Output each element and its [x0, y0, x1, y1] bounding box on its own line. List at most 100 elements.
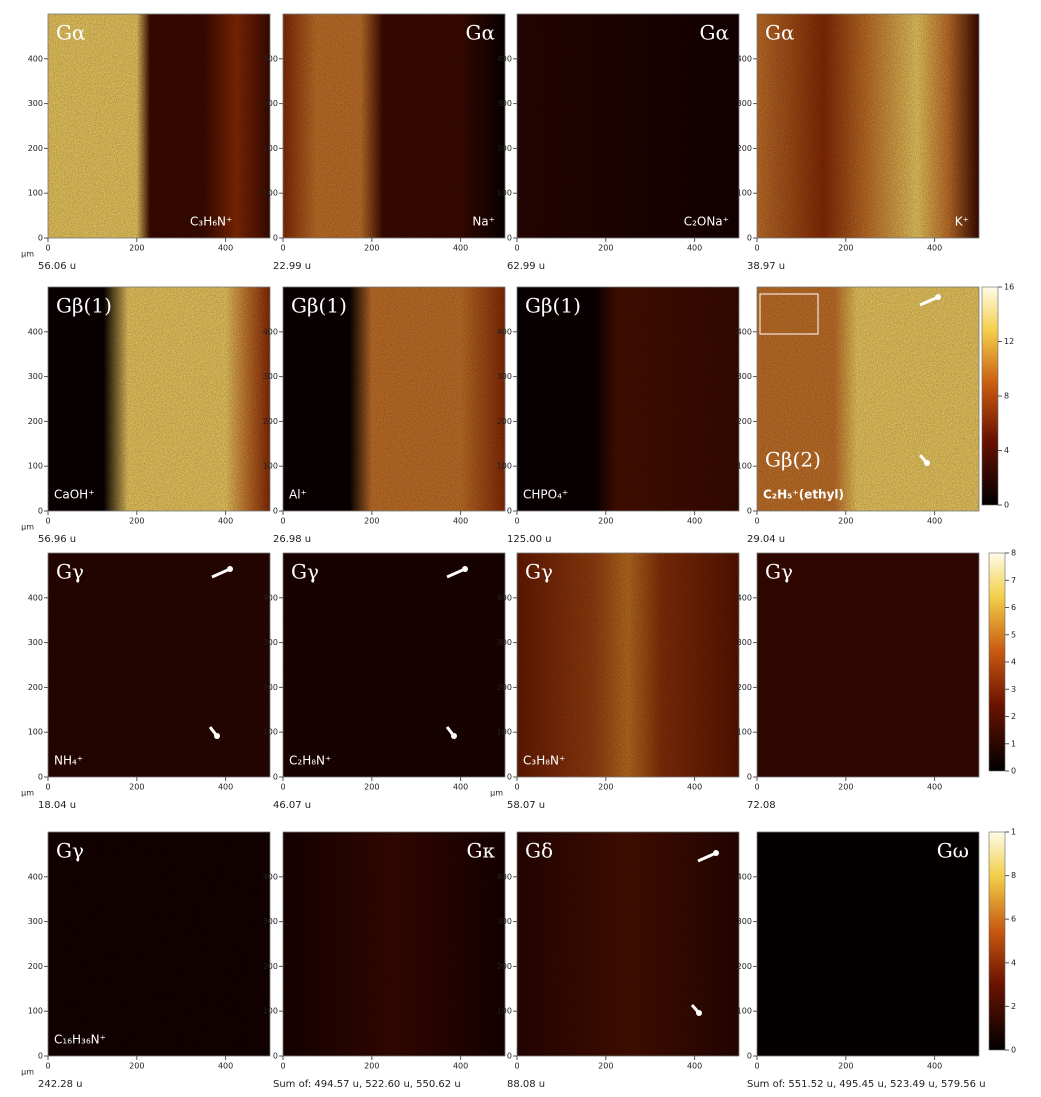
x-tick-label: 400 — [453, 517, 468, 526]
y-tick-label: 400 — [263, 872, 278, 881]
y-tick-label: 0 — [273, 234, 278, 243]
colorbar-tick-label: 8 — [1011, 871, 1016, 880]
x-tick-label: 200 — [838, 783, 853, 792]
y-tick-label: 200 — [497, 962, 512, 971]
y-tick-label: 200 — [497, 683, 512, 692]
x-tick-label: 200 — [838, 517, 853, 526]
x-tick-label: 400 — [927, 244, 942, 253]
colorbar — [988, 831, 1006, 1051]
x-tick-label: 200 — [129, 517, 144, 526]
x-tick-label: 0 — [45, 517, 50, 526]
image-noise — [517, 832, 739, 1056]
axis-unit: µm — [21, 789, 34, 798]
y-tick-label: 300 — [737, 99, 752, 108]
y-tick-label: 300 — [263, 638, 278, 647]
image-frame — [516, 831, 740, 1057]
y-tick-label: 300 — [497, 99, 512, 108]
y-tick-label: 200 — [737, 962, 752, 971]
y-tick-label: 400 — [737, 593, 752, 602]
y-tick-label: 400 — [28, 327, 43, 336]
x-tick-label: 0 — [280, 244, 285, 253]
y-tick-label: 0 — [38, 1052, 43, 1061]
y-tick-label: 100 — [28, 189, 43, 198]
ion-label: C₃H₆N⁺ — [190, 215, 232, 229]
image-noise — [283, 832, 505, 1056]
image-noise — [757, 553, 979, 777]
y-tick-label: 300 — [263, 99, 278, 108]
y-tick-label: 0 — [273, 773, 278, 782]
x-tick-label: 0 — [45, 1062, 50, 1071]
group-label: Gα — [700, 21, 729, 45]
y-tick-label: 300 — [28, 99, 43, 108]
x-tick-label: 0 — [514, 517, 519, 526]
y-tick-label: 400 — [28, 872, 43, 881]
y-tick-label: 100 — [263, 1007, 278, 1016]
image-noise — [757, 832, 979, 1056]
x-tick-label: 400 — [687, 517, 702, 526]
y-tick-label: 300 — [28, 638, 43, 647]
mass-label: 46.07 u — [273, 800, 311, 811]
ion-label: C₂ONa⁺ — [684, 215, 729, 229]
y-tick-label: 200 — [497, 417, 512, 426]
ion-label: C₂H₅⁺(ethyl) — [763, 488, 844, 502]
mass-label: Sum of: 494.57 u, 522.60 u, 550.62 u — [273, 1079, 461, 1090]
colorbar-tick-label: 0 — [1011, 767, 1016, 776]
image-frame — [516, 552, 740, 778]
x-tick-label: 400 — [687, 244, 702, 253]
group-label: Gβ(1) — [525, 294, 581, 318]
image-frame — [756, 13, 980, 239]
ion-label: K⁺ — [955, 215, 969, 229]
image-frame — [282, 13, 506, 239]
x-tick-label: 0 — [754, 783, 759, 792]
y-tick-label: 400 — [737, 872, 752, 881]
y-tick-label: 300 — [497, 638, 512, 647]
y-tick-label: 0 — [273, 1052, 278, 1061]
x-tick-label: 400 — [927, 1062, 942, 1071]
mass-label: 242.28 u — [38, 1079, 83, 1090]
arrow — [697, 851, 717, 863]
group-label: Gβ(1) — [56, 294, 112, 318]
y-tick-label: 400 — [28, 54, 43, 63]
ion-label: C₂H₈N⁺ — [289, 754, 331, 768]
group-label: Gδ — [525, 839, 553, 863]
y-tick-label: 400 — [737, 54, 752, 63]
image-frame — [282, 552, 506, 778]
group-label: Gα — [765, 21, 794, 45]
colorbar-tick-label: 7 — [1011, 576, 1016, 585]
image-noise — [517, 553, 739, 777]
y-tick-label: 400 — [263, 593, 278, 602]
x-tick-label: 400 — [218, 244, 233, 253]
x-tick-label: 400 — [453, 244, 468, 253]
y-tick-label: 400 — [497, 327, 512, 336]
x-tick-label: 400 — [927, 517, 942, 526]
image-noise — [48, 14, 270, 238]
x-tick-label: 200 — [129, 244, 144, 253]
mass-label: 72.08 — [747, 800, 776, 811]
mass-label: 26.98 u — [273, 534, 311, 545]
arrow-head — [227, 566, 233, 572]
x-tick-label: 0 — [514, 783, 519, 792]
group-label: Gγ — [56, 560, 84, 584]
image-frame — [282, 831, 506, 1057]
axis-unit: µm — [21, 523, 34, 532]
image-frame — [756, 552, 980, 778]
image-frame — [516, 13, 740, 239]
mass-label: 29.04 u — [747, 534, 785, 545]
colorbar-tick-label: 1 — [1011, 739, 1016, 748]
image-noise — [517, 14, 739, 238]
y-tick-label: 200 — [28, 683, 43, 692]
colorbar — [981, 286, 999, 506]
x-tick-label: 200 — [364, 1062, 379, 1071]
x-tick-label: 200 — [838, 1062, 853, 1071]
colorbar-tick-label: 2 — [1011, 712, 1016, 721]
arrow — [919, 295, 939, 307]
ion-label: NH₄⁺ — [54, 754, 83, 768]
colorbar-tick-label: 3 — [1011, 685, 1016, 694]
image-frame — [282, 286, 506, 512]
colorbar-tick-label: 6 — [1011, 915, 1016, 924]
y-tick-label: 0 — [507, 1052, 512, 1061]
y-tick-label: 100 — [28, 728, 43, 737]
group-label: Gα — [466, 21, 495, 45]
colorbar-tick-label: 8 — [1004, 392, 1009, 401]
y-tick-label: 0 — [38, 234, 43, 243]
